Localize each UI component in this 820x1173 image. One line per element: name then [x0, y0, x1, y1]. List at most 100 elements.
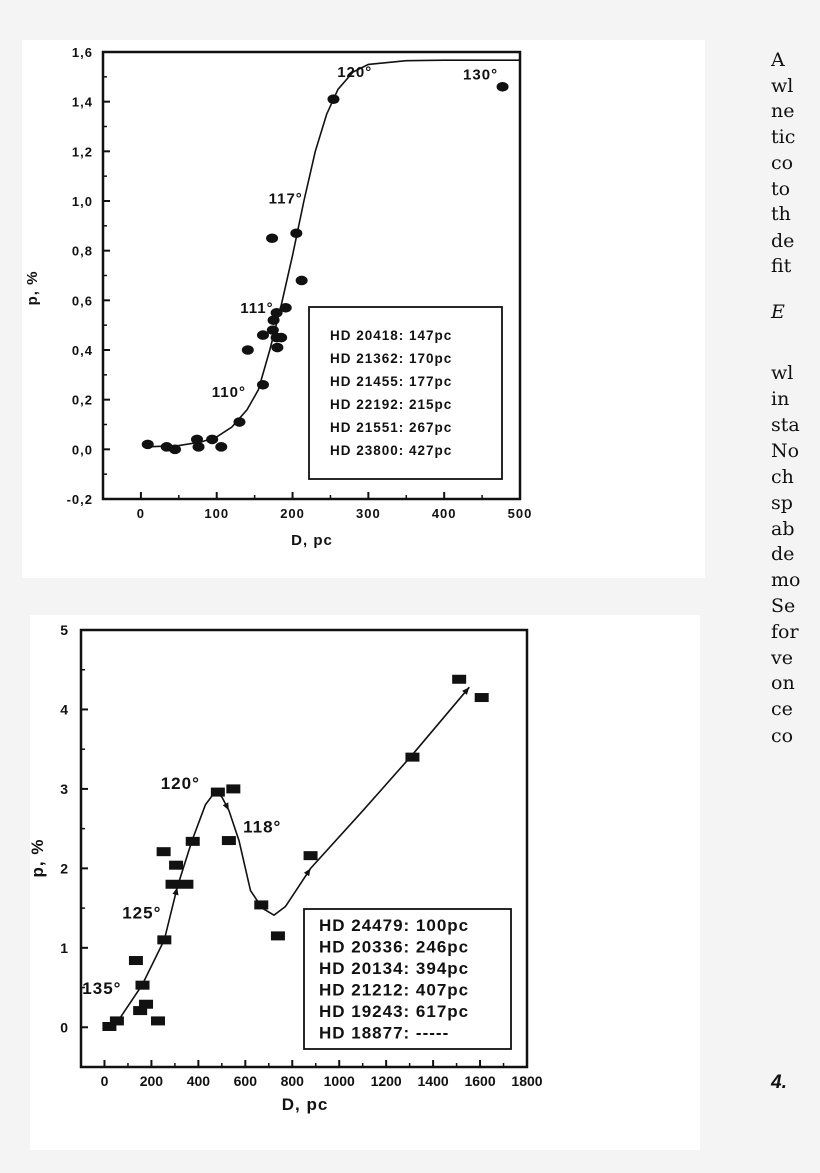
data-point	[474, 693, 489, 703]
data-point	[150, 1016, 165, 1026]
data-point	[133, 1006, 148, 1016]
y-axis-label: p, %	[24, 271, 41, 306]
side-text-line: ab	[771, 518, 795, 540]
side-text-line: ce	[771, 698, 793, 720]
data-point	[266, 325, 279, 335]
x-tick-label: 600	[234, 1073, 258, 1089]
x-tick-label: 1200	[371, 1073, 402, 1089]
data-point	[165, 879, 180, 889]
side-text-line: tic	[771, 126, 796, 148]
side-text-line: A	[771, 49, 785, 71]
data-point	[192, 442, 205, 452]
side-text-line: th	[771, 203, 791, 225]
legend-entry: HD 19243: 617pc	[319, 1002, 469, 1021]
data-point	[157, 935, 172, 945]
legend-entry: HD 21362: 170pc	[330, 351, 452, 366]
data-point	[267, 315, 280, 326]
legend-entry: HD 21551: 267pc	[330, 420, 452, 435]
data-point	[185, 836, 200, 846]
y-tick-label: 0,8	[72, 244, 93, 259]
data-point	[215, 442, 228, 452]
x-tick-label: 200	[280, 506, 305, 521]
data-point	[169, 860, 184, 870]
y-tick-label: -0,2	[67, 492, 93, 507]
legend-entry: HD 23800: 427pc	[330, 443, 452, 458]
data-point	[191, 434, 204, 445]
angle-annotation: 125°	[122, 903, 161, 922]
legend-entry: HD 20134: 394pc	[319, 959, 469, 978]
angle-annotation: 118°	[243, 818, 281, 837]
data-point	[266, 233, 279, 244]
arrowhead-icon	[172, 887, 179, 896]
data-point	[135, 980, 150, 990]
side-text-line: mo	[771, 569, 801, 591]
legend-entry: HD 21455: 177pc	[330, 374, 452, 389]
side-text-line: de	[771, 230, 795, 252]
x-tick-label: 300	[356, 506, 381, 521]
arrowhead-icon	[462, 687, 470, 695]
angle-annotation: 120°	[337, 64, 372, 81]
x-tick-label: 100	[204, 506, 229, 521]
legend-entry: HD 20336: 246pc	[319, 938, 469, 957]
data-point	[206, 434, 219, 445]
data-point	[169, 444, 182, 455]
x-tick-label: 1400	[418, 1073, 449, 1089]
side-text-line: ve	[771, 647, 793, 669]
side-text-line: ch	[771, 466, 794, 488]
legend-entry: HD 20418: 147pc	[330, 328, 452, 343]
side-text-line: for	[771, 621, 799, 643]
angle-annotation: 111°	[240, 300, 273, 317]
data-point	[221, 836, 236, 846]
data-point	[233, 417, 246, 427]
data-point	[452, 674, 467, 684]
data-point	[270, 307, 283, 318]
side-text-line: wl	[771, 362, 794, 384]
arrowhead-icon	[222, 802, 229, 811]
x-tick-label: 200	[140, 1073, 164, 1089]
bottom-figure-panel	[30, 615, 700, 1150]
plot-frame	[79, 628, 529, 1069]
angle-annotation: 117°	[269, 190, 303, 207]
data-point	[256, 379, 269, 390]
side-text-line: de	[771, 543, 795, 565]
data-point	[210, 787, 225, 797]
x-tick-label: 800	[281, 1073, 305, 1089]
side-text-line: co	[771, 152, 794, 174]
x-tick-label: 1800	[511, 1073, 542, 1089]
data-point	[405, 752, 420, 762]
data-point	[102, 1021, 117, 1031]
data-point	[275, 332, 288, 343]
y-tick-label: 0,2	[72, 393, 93, 408]
data-point	[270, 931, 285, 941]
data-point	[226, 784, 241, 794]
data-point	[271, 342, 284, 353]
x-tick-label: 1000	[324, 1073, 355, 1089]
data-point	[295, 275, 308, 286]
data-point	[141, 439, 154, 450]
data-point	[109, 1016, 124, 1026]
y-tick-label: 0	[60, 1019, 68, 1035]
y-tick-label: 1,6	[72, 45, 93, 60]
x-tick-label: 500	[508, 506, 533, 521]
side-text-line: fit	[771, 255, 792, 277]
side-text-line: to	[771, 178, 791, 200]
x-tick-label: 1600	[464, 1073, 495, 1089]
angle-annotation: 110°	[212, 384, 246, 401]
legend-box	[303, 908, 512, 1050]
y-tick-label: 0,4	[72, 343, 93, 358]
y-tick-label: 1,4	[72, 95, 93, 110]
side-text-line: No	[771, 440, 800, 462]
data-point	[496, 81, 509, 92]
data-point	[156, 847, 171, 857]
arrowhead-icon	[303, 868, 311, 877]
side-text-line: 4.	[771, 1072, 787, 1093]
data-point	[241, 345, 254, 355]
y-tick-label: 1,2	[72, 144, 93, 159]
data-point	[290, 228, 303, 239]
side-text-line: co	[771, 725, 794, 747]
legend-entry: HD 22192: 215pc	[330, 397, 452, 412]
y-tick-label: 1	[60, 940, 68, 956]
data-point	[179, 879, 194, 889]
angle-annotation: 120°	[161, 774, 200, 793]
